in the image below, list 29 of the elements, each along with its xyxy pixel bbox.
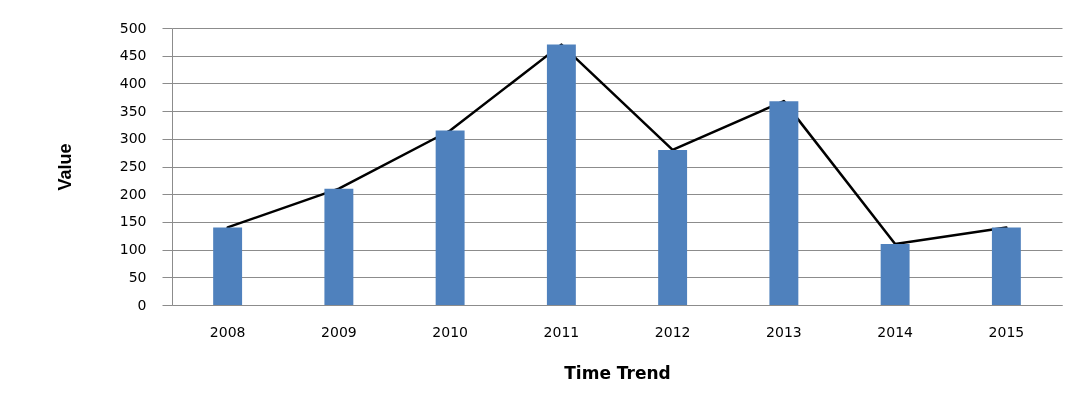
x-tick-label: 2012 <box>654 323 691 340</box>
y-tick-label: 500 <box>119 19 147 36</box>
x-tick-label: 2009 <box>321 323 357 340</box>
y-axis-title: Value <box>54 143 75 191</box>
y-tick-label: 100 <box>119 241 147 258</box>
y-tick-label: 400 <box>119 74 147 91</box>
bar <box>324 188 354 305</box>
x-tick-label: 2015 <box>988 323 1025 340</box>
y-tick-label: 50 <box>128 268 147 285</box>
bar <box>880 244 910 305</box>
x-tick-label: 2013 <box>766 323 802 340</box>
x-tick-label: 2014 <box>877 323 914 340</box>
bar <box>435 130 465 305</box>
y-tick-label: 450 <box>119 47 147 64</box>
x-tick-label: 2010 <box>432 323 468 340</box>
x-tick-label: 2008 <box>209 323 246 340</box>
bar <box>769 101 799 305</box>
y-tick-label: 350 <box>119 102 147 119</box>
bar <box>658 149 688 305</box>
x-axis-title: Time Trend <box>564 362 671 383</box>
y-tick-label: 250 <box>119 158 147 174</box>
y-tick-label: 300 <box>119 130 147 147</box>
bar <box>546 44 576 305</box>
x-tick-label: 2011 <box>543 323 580 340</box>
bar <box>213 227 243 305</box>
bar <box>991 227 1021 305</box>
y-tick-label: 150 <box>119 213 147 230</box>
y-tick-label: 0 <box>137 296 147 313</box>
y-tick-label: 200 <box>119 185 147 202</box>
